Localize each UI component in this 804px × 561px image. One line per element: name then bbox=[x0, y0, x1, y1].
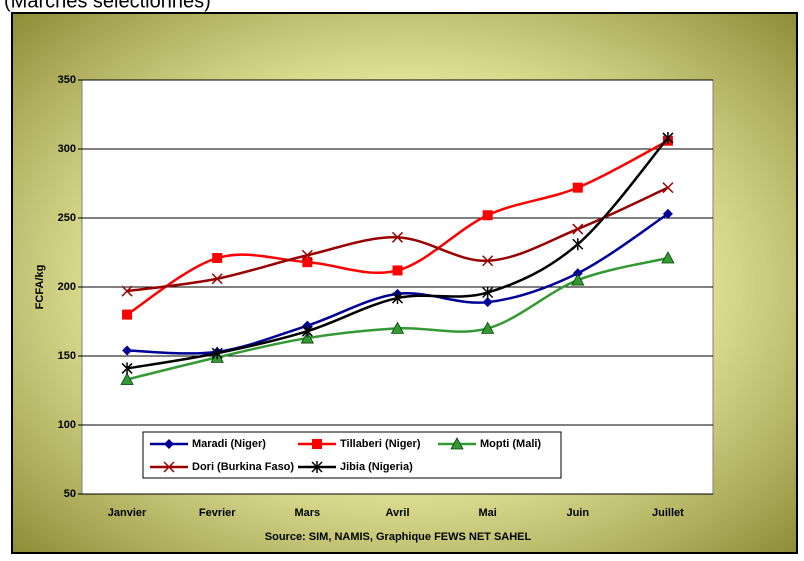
y-tick-label: 150 bbox=[58, 350, 76, 362]
legend-box bbox=[142, 431, 562, 479]
marker bbox=[482, 255, 494, 267]
marker bbox=[120, 372, 134, 385]
x-tick-label: Avril bbox=[385, 507, 409, 519]
x-tick-label: Fevrier bbox=[199, 507, 236, 519]
marker bbox=[482, 210, 493, 221]
marker bbox=[572, 182, 583, 193]
marker bbox=[480, 321, 495, 334]
marker bbox=[301, 249, 313, 261]
marker bbox=[571, 273, 585, 286]
y-tick-label: 350 bbox=[58, 74, 76, 86]
marker bbox=[121, 362, 133, 375]
x-axis-title: Source: SIM, NAMIS, Graphique FEWS NET S… bbox=[265, 531, 532, 543]
y-tick-label: 50 bbox=[64, 488, 76, 500]
marker bbox=[312, 439, 322, 449]
marker bbox=[301, 325, 313, 338]
x-tick-label: Mars bbox=[295, 507, 321, 519]
marker bbox=[572, 223, 584, 235]
marker bbox=[122, 309, 133, 320]
y-axis-title: FCFA/kg bbox=[34, 265, 46, 310]
y-tick-label: 200 bbox=[58, 281, 76, 293]
legend-label: Mopti (Mali) bbox=[480, 438, 541, 450]
marker bbox=[392, 265, 403, 276]
y-tick-label: 100 bbox=[58, 419, 76, 431]
marker bbox=[662, 182, 674, 194]
marker bbox=[302, 257, 313, 268]
marker bbox=[572, 268, 583, 279]
marker bbox=[390, 321, 405, 334]
marker bbox=[572, 238, 584, 251]
x-tick-label: Mai bbox=[478, 507, 496, 519]
x-tick-label: Juin bbox=[566, 507, 589, 519]
legend-label: Maradi (Niger) bbox=[192, 438, 266, 450]
subtitle: (Marchés sélectionnés) bbox=[4, 0, 211, 12]
marker bbox=[163, 461, 175, 473]
marker bbox=[300, 331, 315, 344]
marker bbox=[211, 347, 223, 360]
legend-label: Dori (Burkina Faso) bbox=[192, 461, 294, 473]
y-tick-label: 250 bbox=[58, 212, 76, 224]
marker bbox=[482, 297, 493, 308]
marker bbox=[482, 286, 494, 299]
marker bbox=[164, 439, 174, 449]
marker bbox=[122, 345, 133, 356]
marker bbox=[212, 253, 223, 264]
marker bbox=[450, 437, 464, 450]
y-tick-label: 300 bbox=[58, 143, 76, 155]
marker bbox=[661, 251, 675, 264]
marker bbox=[311, 461, 323, 473]
marker bbox=[662, 208, 673, 219]
x-tick-label: Janvier bbox=[108, 507, 147, 519]
marker bbox=[391, 231, 404, 243]
x-tick-label: Juillet bbox=[652, 507, 684, 519]
legend-label: Jibia (Nigeria) bbox=[340, 461, 413, 473]
marker bbox=[211, 273, 223, 285]
marker bbox=[121, 285, 133, 297]
legend-label: Tillaberi (Niger) bbox=[340, 438, 421, 450]
marker bbox=[662, 131, 674, 144]
marker bbox=[391, 292, 404, 305]
